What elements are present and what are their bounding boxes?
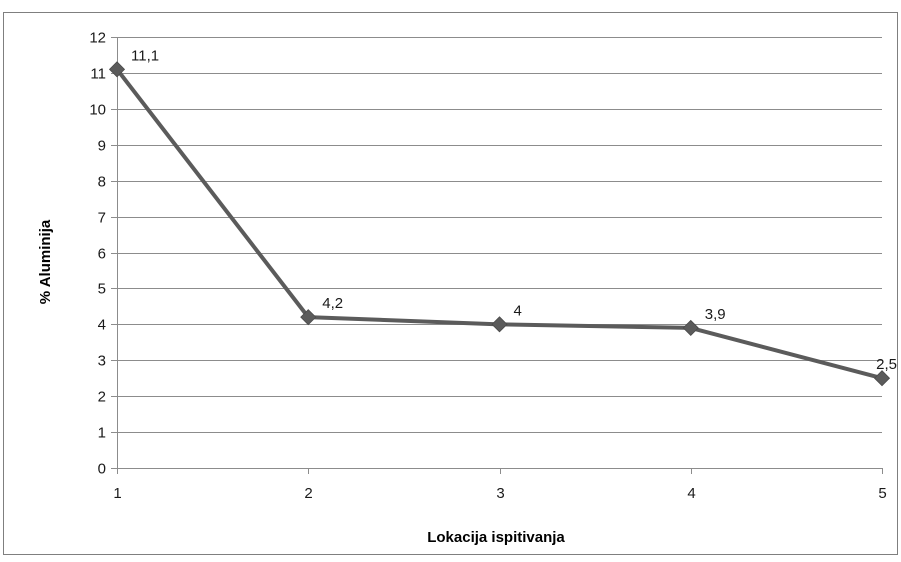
data-series bbox=[108, 61, 891, 387]
grid-lines bbox=[117, 37, 882, 433]
data-point-marker bbox=[682, 319, 699, 336]
data-label: 3,9 bbox=[705, 306, 726, 323]
axes bbox=[111, 37, 883, 474]
data-label: 11,1 bbox=[131, 47, 159, 64]
y-tick-label: 4 bbox=[98, 317, 106, 334]
y-tick-label: 5 bbox=[98, 281, 106, 298]
data-labels: 11,1 4,2 4 3,9 2,5 bbox=[131, 47, 897, 373]
x-tick-label: 5 bbox=[878, 485, 886, 502]
x-tick-label: 3 bbox=[496, 485, 504, 502]
y-tick-label: 3 bbox=[98, 353, 106, 370]
data-point-marker bbox=[108, 61, 126, 78]
data-point-marker bbox=[491, 316, 508, 333]
y-tick-label: 0 bbox=[98, 461, 106, 478]
chart-border bbox=[3, 12, 898, 555]
y-tick-label: 7 bbox=[98, 210, 106, 227]
data-point-marker bbox=[300, 309, 317, 326]
x-tick-label: 1 bbox=[113, 485, 121, 502]
y-tick-label: 1 bbox=[98, 425, 106, 442]
x-tick-label: 2 bbox=[304, 485, 312, 502]
y-tick-label: 2 bbox=[98, 389, 106, 406]
data-label: 4 bbox=[514, 302, 522, 319]
data-point-marker bbox=[873, 370, 891, 387]
x-tick-label: 4 bbox=[687, 485, 695, 502]
x-axis-title: Lokacija ispitivanja bbox=[427, 529, 565, 546]
data-label: 2,5 bbox=[876, 356, 897, 373]
x-tick-labels: 1 2 3 4 5 bbox=[113, 485, 886, 502]
y-tick-label: 10 bbox=[89, 102, 106, 119]
y-tick-label: 12 bbox=[89, 30, 106, 47]
y-tick-label: 8 bbox=[98, 174, 106, 191]
y-tick-label: 11 bbox=[90, 66, 106, 83]
y-tick-label: 6 bbox=[98, 246, 106, 263]
data-label: 4,2 bbox=[322, 295, 343, 312]
y-axis-title: % Aluminija bbox=[37, 219, 54, 304]
y-tick-label: 9 bbox=[98, 138, 106, 155]
